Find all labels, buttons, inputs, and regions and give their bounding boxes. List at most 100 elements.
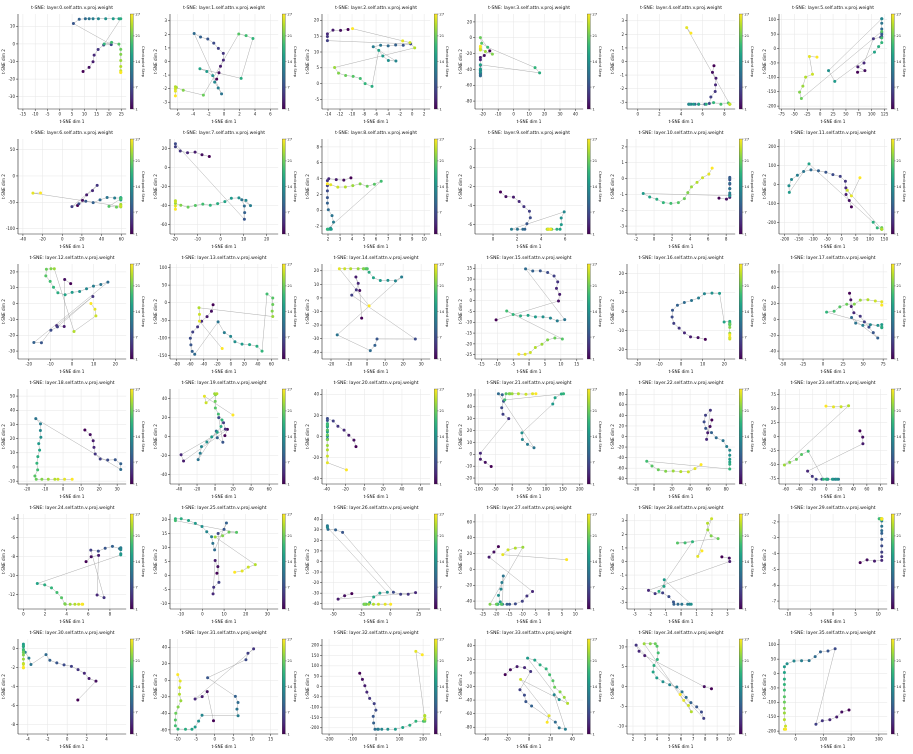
trajectory-segment [176,144,245,220]
checkpoint-point [487,556,490,559]
y-axis-label: t-SNE dim 2 [305,49,310,74]
checkpoint-point [48,659,51,662]
colorbar-tick-label: 14 [440,559,445,564]
colorbar [587,389,590,484]
y-tick-label: -50 [313,694,320,699]
y-axis-label: t-SNE dim 2 [457,549,462,574]
checkpoint-point [93,308,96,311]
checkpoint-point [814,478,817,481]
checkpoint-point [858,561,861,564]
x-axis-label: t-SNE dim 1 [820,119,845,124]
colorbar-tick-label: 21 [592,658,597,663]
checkpoint-point [43,583,46,586]
checkpoint-point [783,464,786,467]
y-tick-label: -50 [161,318,168,323]
y-axis-label: t-SNE dim 2 [305,424,310,449]
checkpoint-point [559,223,562,226]
colorbar-tick-label: 14 [896,434,901,439]
colorbar-tick-label: 1 [440,606,443,611]
checkpoint-point [176,673,179,676]
checkpoint-point [119,71,122,74]
colorbar [282,514,285,609]
colorbar-tick-label: 7 [440,459,443,464]
checkpoint-point [198,320,201,323]
x-axis-label: t-SNE dim 1 [516,744,541,749]
y-tick-label: 150 [312,653,320,658]
checkpoint-point [63,278,66,281]
checkpoint-point [677,201,680,204]
x-tick-label: 4 [539,236,542,241]
colorbar-tick-label: 21 [896,533,901,538]
checkpoint-point [827,69,830,72]
x-tick-label: -40 [20,236,27,241]
colorbar [739,14,742,109]
colorbar-tick-label: 7 [440,584,443,589]
x-tick-label: 5 [363,236,366,241]
checkpoint-point [271,297,274,300]
checkpoint-point [880,529,883,532]
colorbar-label: Checkpoint Step [445,296,450,328]
checkpoint-point [199,67,202,70]
y-tick-label: 0 [621,434,624,439]
chart-title: t-SNE: layer.7.self.attn.v.proj.weight [183,130,265,136]
x-tick-label: -2 [207,111,211,116]
trajectory-segment [648,561,729,590]
tsne-plot: t-SNE: layer.21.self.attn.v.proj.weight-… [457,375,609,500]
colorbar-tick-label: 27 [592,511,597,516]
checkpoint-point [689,335,692,338]
checkpoint-point [712,101,715,104]
x-tick-label: 1 [695,611,698,616]
checkpoint-point [710,687,713,690]
colorbar-tick-label: 21 [744,658,749,663]
colorbar-label: Checkpoint Step [293,671,298,703]
y-tick-label: -10 [465,464,472,469]
tsne-panel: t-SNE: layer.15.self.attn.v.proj.weight-… [457,250,609,375]
y-tick-label: -200 [767,729,777,734]
x-tick-label: -75 [778,111,785,116]
colorbar-tick-label: 21 [440,533,445,538]
checkpoint-point [728,187,731,190]
checkpoint-point [214,400,217,403]
chart-title: t-SNE: layer.23.self.attn.v.proj.weight [790,380,875,386]
checkpoint-point [387,59,390,62]
checkpoint-point [859,299,862,302]
tsne-panel: t-SNE: layer.28.self.attn.v.proj.weight-… [609,500,761,625]
checkpoint-point [844,180,847,183]
checkpoint-point [504,392,507,395]
checkpoint-point [22,663,25,666]
checkpoint-point [94,452,97,455]
x-tick-label: -10 [346,361,353,366]
checkpoint-point [394,279,397,282]
x-tick-label: 0 [491,236,494,241]
checkpoint-point [56,291,59,294]
x-tick-label: 100 [868,111,876,116]
y-tick-label: 20 [162,517,168,522]
checkpoint-point [91,295,94,298]
tsne-panel: t-SNE: layer.16.self.attn.v.proj.weight-… [609,250,761,375]
checkpoint-point [199,36,202,39]
x-tick-label: 0 [220,236,223,241]
y-tick-label: 0 [621,59,624,64]
colorbar-tick-label: 27 [440,136,445,141]
y-axis-label: t-SNE dim 2 [1,549,6,574]
colorbar-tick-label: 7 [592,209,595,214]
colorbar-tick-label: 14 [135,59,140,64]
checkpoint-point [838,305,841,308]
checkpoint-point [500,406,503,409]
trajectory-segment [335,48,415,68]
y-tick-label: 200 [768,144,776,149]
tsne-plot: t-SNE: layer.29.self.attn.v.proj.weight-… [761,500,913,625]
checkpoint-point [710,292,713,295]
colorbar-tick-label: 7 [135,709,138,714]
checkpoint-point [728,463,731,466]
colorbar-tick-label: 7 [440,709,443,714]
checkpoint-point [728,194,731,197]
checkpoint-point [515,228,518,231]
tsne-panel: t-SNE: layer.7.self.attn.v.proj.weight-2… [152,125,304,250]
y-tick-label: 0 [773,317,776,322]
colorbar-tick-label: 21 [288,533,293,538]
y-tick-label: -40 [161,203,168,208]
x-tick-label: 2 [658,111,661,116]
chart-title: t-SNE: layer.14.self.attn.v.proj.weight [334,255,419,261]
x-tick-label: 0 [840,236,843,241]
